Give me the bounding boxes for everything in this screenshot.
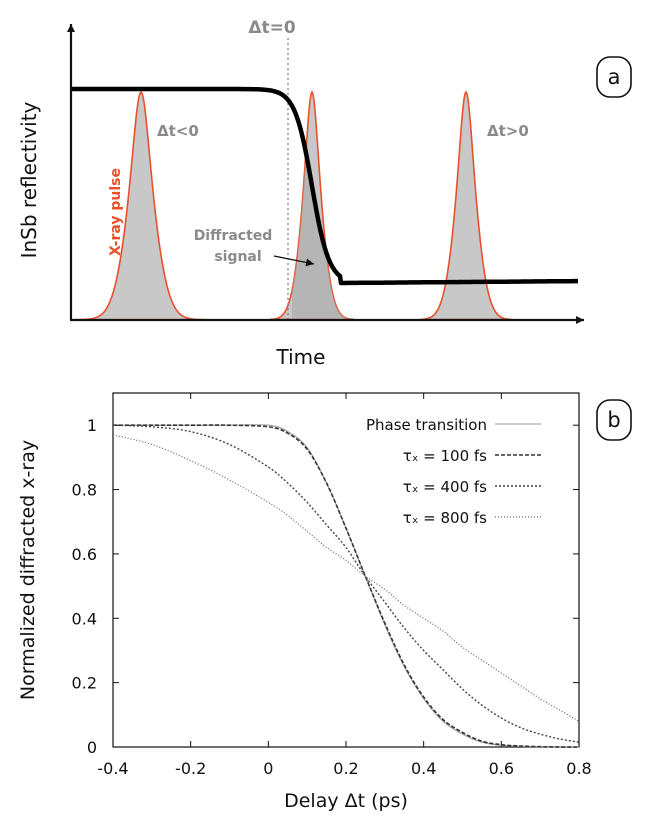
dt-neg-label: Δt<0 [157,122,199,140]
tick-group: -0.4 -0.2 0 0.2 0.4 0.6 0.8 0 0.2 0.4 0.6 0.8 1 [72,393,592,778]
series-line-2 [112,424,580,743]
x-tick-label: -0.2 [175,759,206,778]
panel-a-y-label: InSb reflectivity [17,101,41,258]
x-tick-label: 0 [263,759,273,778]
x-axis-label: Delay Δt (ps) [284,790,408,812]
legend-label-2: τₓ = 400 fs [403,478,487,496]
diffracted-label-line2: signal [214,249,261,265]
legend-label-1: τₓ = 100 fs [403,447,487,465]
x-tick-label: 0.8 [566,759,591,778]
legend: Phase transition τₓ = 100 fs τₓ = 400 fs τₓ… [366,416,541,527]
legend-label-3: τₓ = 800 fs [403,509,487,527]
panel-b-label: b [607,408,620,432]
reflectivity-curve [70,86,580,286]
xray-pulse-label: X-ray pulse [108,168,124,256]
x-tick-label: -0.4 [97,759,128,778]
dt-zero-label: Δt=0 [248,18,296,38]
x-tick-label: 0.6 [489,759,514,778]
y-tick-label: 0.6 [72,545,97,564]
dt-pos-label: Δt>0 [487,122,529,140]
panel-a-label: a [608,65,621,89]
panel-b-badge [596,399,632,441]
x-tick-label: 0.4 [411,759,436,778]
series-line-1 [112,424,580,748]
y-tick-label: 0.2 [72,674,97,693]
series-line-0 [112,424,580,748]
series-line-3 [112,434,580,722]
diffracted-label-line1: Diffracted [194,228,273,244]
y-tick-label: 0.4 [72,609,97,628]
y-tick-label: 1 [87,416,97,435]
panel-a-schematic: InSb reflectivity Time Δt=0 Δt<0 Δt>0 X-… [17,18,632,369]
diffracted-arrow [273,255,315,267]
x-tick-label: 0.2 [333,759,358,778]
diffracted-signal-area [292,153,352,320]
plot-frame [112,392,580,748]
xray-pulse-1 [75,90,207,321]
y-axis-label: Normalized diffracted x-ray [17,440,39,700]
series-group [112,424,580,748]
panel-a-x-label: Time [276,345,326,369]
panel-a-badge [596,56,632,98]
y-tick-label: 0.8 [72,481,97,500]
xray-pulse-3 [419,90,513,321]
y-tick-label: 0 [87,738,97,757]
legend-label-0: Phase transition [366,416,487,434]
panel-b-chart: -0.4 -0.2 0 0.2 0.4 0.6 0.8 0 0.2 0.4 0.6 0.8 1 Phas… [17,392,632,812]
